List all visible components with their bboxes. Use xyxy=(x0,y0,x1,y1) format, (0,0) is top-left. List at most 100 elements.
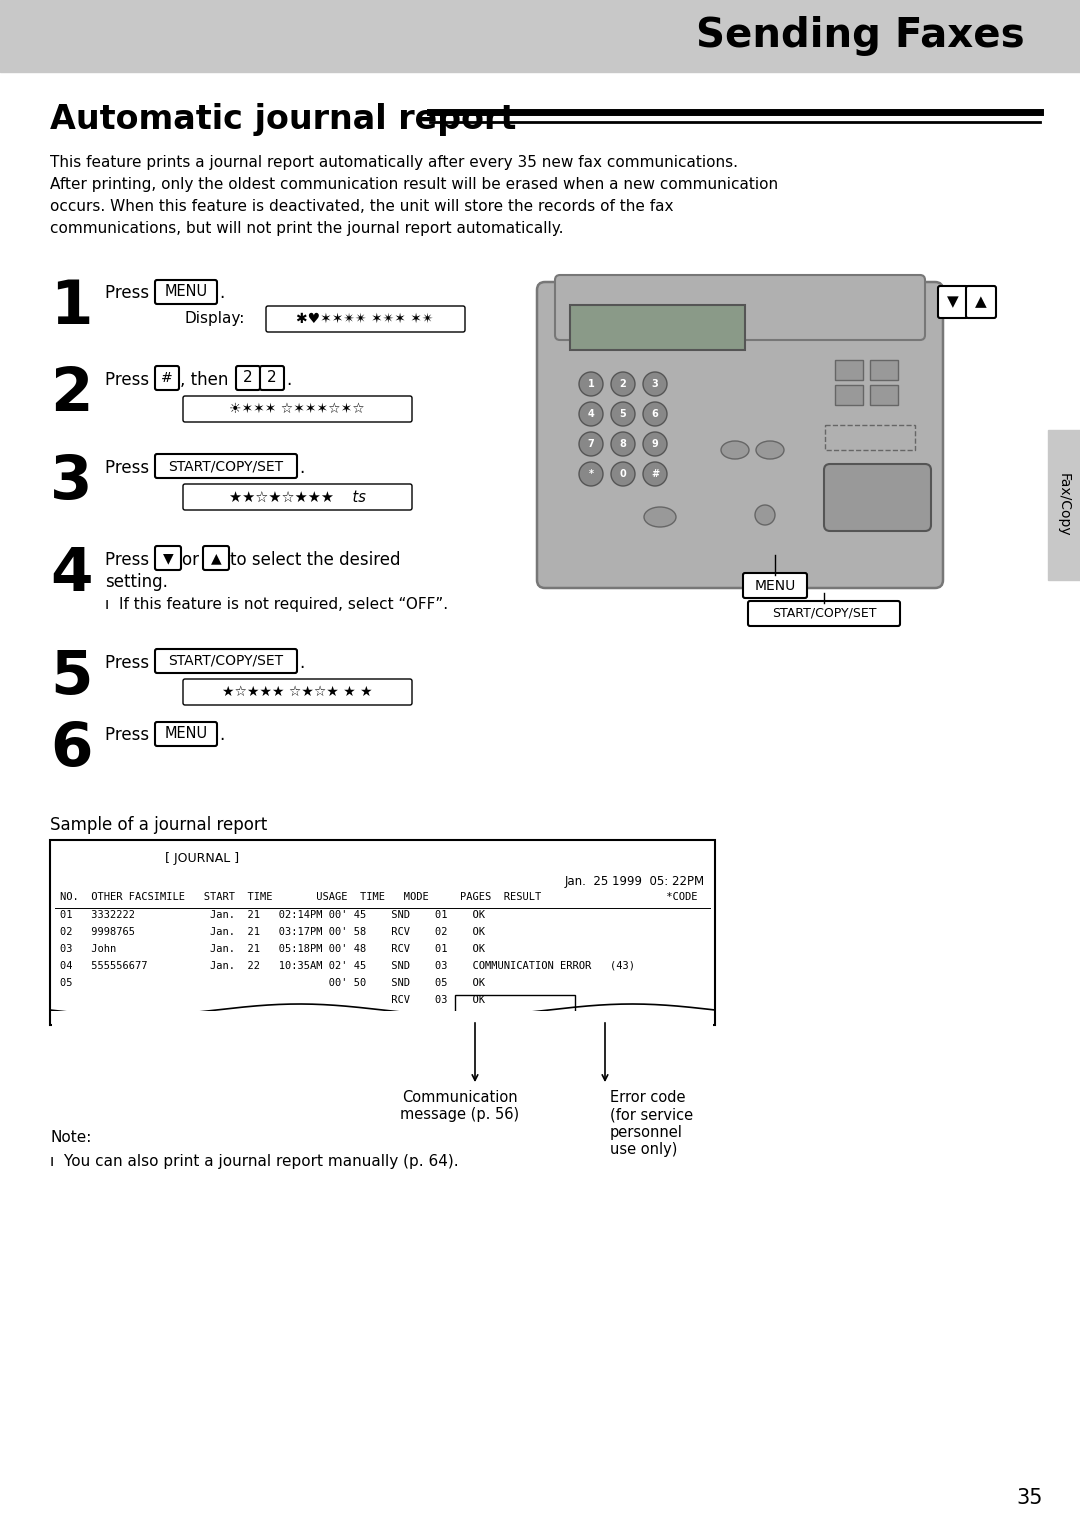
Circle shape xyxy=(643,401,667,426)
Circle shape xyxy=(643,432,667,456)
Circle shape xyxy=(579,432,603,456)
Text: This feature prints a journal report automatically after every 35 new fax commun: This feature prints a journal report aut… xyxy=(50,156,738,169)
Text: .: . xyxy=(219,284,225,302)
Text: 2: 2 xyxy=(50,365,93,424)
Bar xyxy=(1048,430,1080,580)
Circle shape xyxy=(611,432,635,456)
Text: to select the desired: to select the desired xyxy=(230,551,401,569)
FancyBboxPatch shape xyxy=(156,366,179,391)
Text: Communication
message (p. 56): Communication message (p. 56) xyxy=(401,1090,519,1123)
Text: 2: 2 xyxy=(620,378,626,389)
Text: ☀✶✶✶ ☆✶✶✶☆✶☆: ☀✶✶✶ ☆✶✶✶☆✶☆ xyxy=(229,401,365,417)
Text: 9: 9 xyxy=(651,439,659,449)
Text: .: . xyxy=(286,371,292,389)
Text: 6: 6 xyxy=(651,409,659,420)
Text: 01   3332222            Jan.  21   02:14PM 00' 45    SND    01    OK: 01 3332222 Jan. 21 02:14PM 00' 45 SND 01… xyxy=(60,909,485,920)
Text: START/COPY/SET: START/COPY/SET xyxy=(168,655,284,668)
Text: 04   555556677          Jan.  22   10:35AM 02' 45    SND    03    COMMUNICATION : 04 555556677 Jan. 22 10:35AM 02' 45 SND … xyxy=(60,961,635,971)
Text: Display:: Display: xyxy=(185,311,245,327)
FancyBboxPatch shape xyxy=(743,572,807,598)
FancyBboxPatch shape xyxy=(537,282,943,588)
Text: 3: 3 xyxy=(651,378,659,389)
FancyBboxPatch shape xyxy=(555,275,924,340)
Text: ▼: ▼ xyxy=(947,295,959,310)
Text: Press: Press xyxy=(105,726,154,745)
Text: 35: 35 xyxy=(1016,1488,1043,1508)
FancyBboxPatch shape xyxy=(183,484,411,510)
Text: 2: 2 xyxy=(243,371,253,386)
FancyBboxPatch shape xyxy=(824,464,931,531)
Text: Note:: Note: xyxy=(50,1129,92,1144)
Bar xyxy=(870,385,897,404)
Bar xyxy=(870,360,897,380)
FancyBboxPatch shape xyxy=(203,546,229,571)
Circle shape xyxy=(611,401,635,426)
Text: ✱♥✶✶✴✴ ✶✴✶ ✶✴: ✱♥✶✶✴✴ ✶✴✶ ✶✴ xyxy=(296,311,434,327)
Circle shape xyxy=(755,505,775,525)
Bar xyxy=(0,0,1080,72)
Text: Press: Press xyxy=(105,284,154,302)
Text: 02   9998765            Jan.  21   03:17PM 00' 58    RCV    02    OK: 02 9998765 Jan. 21 03:17PM 00' 58 RCV 02… xyxy=(60,926,485,937)
Text: Press: Press xyxy=(105,551,154,569)
Text: Sending Faxes: Sending Faxes xyxy=(696,15,1024,56)
Text: ı  If this feature is not required, select “OFF”.: ı If this feature is not required, selec… xyxy=(105,597,448,612)
FancyBboxPatch shape xyxy=(156,649,297,673)
Text: START/COPY/SET: START/COPY/SET xyxy=(772,607,876,620)
Text: 0: 0 xyxy=(620,468,626,479)
FancyBboxPatch shape xyxy=(266,307,465,333)
Circle shape xyxy=(579,462,603,485)
Text: 5: 5 xyxy=(620,409,626,420)
Text: ★★☆★☆★★★    ts: ★★☆★☆★★★ ts xyxy=(229,490,365,505)
Bar xyxy=(50,839,715,1025)
Text: MENU: MENU xyxy=(164,284,207,299)
Circle shape xyxy=(643,462,667,485)
Circle shape xyxy=(579,401,603,426)
Text: setting.: setting. xyxy=(105,572,167,591)
Text: ı  You can also print a journal report manually (p. 64).: ı You can also print a journal report ma… xyxy=(50,1154,459,1169)
Text: [ JOURNAL ]: [ JOURNAL ] xyxy=(165,852,239,865)
Text: Press: Press xyxy=(105,371,154,389)
FancyBboxPatch shape xyxy=(156,279,217,304)
FancyBboxPatch shape xyxy=(939,285,968,317)
Text: 4: 4 xyxy=(588,409,594,420)
Text: 7: 7 xyxy=(588,439,594,449)
Text: occurs. When this feature is deactivated, the unit will store the records of the: occurs. When this feature is deactivated… xyxy=(50,198,674,214)
Text: .: . xyxy=(299,459,305,478)
FancyBboxPatch shape xyxy=(156,455,297,478)
Text: 1: 1 xyxy=(50,278,93,337)
Text: #: # xyxy=(651,468,659,479)
Text: Error code
(for service
personnel
use only): Error code (for service personnel use on… xyxy=(610,1090,693,1157)
Text: Press: Press xyxy=(105,459,154,478)
Text: Press: Press xyxy=(105,655,154,671)
Text: *: * xyxy=(589,468,594,479)
Text: MENU: MENU xyxy=(754,578,796,592)
Ellipse shape xyxy=(721,441,750,459)
Text: ▲: ▲ xyxy=(211,551,221,565)
Bar xyxy=(835,360,863,380)
Text: 1: 1 xyxy=(588,378,594,389)
Text: , then: , then xyxy=(180,371,233,389)
Bar xyxy=(835,385,863,404)
FancyBboxPatch shape xyxy=(748,601,900,626)
Text: 3: 3 xyxy=(50,453,93,513)
FancyBboxPatch shape xyxy=(237,366,260,391)
Text: 6: 6 xyxy=(50,720,93,778)
Text: 4: 4 xyxy=(50,545,93,604)
Text: MENU: MENU xyxy=(164,726,207,742)
Circle shape xyxy=(579,372,603,397)
Text: Fax/Copy: Fax/Copy xyxy=(1057,473,1071,537)
Text: Sample of a journal report: Sample of a journal report xyxy=(50,816,267,835)
Text: 5: 5 xyxy=(50,649,93,707)
Text: Jan.  25 1999  05: 22PM: Jan. 25 1999 05: 22PM xyxy=(565,874,705,888)
Text: .: . xyxy=(299,655,305,671)
FancyBboxPatch shape xyxy=(156,722,217,746)
Text: 03   John               Jan.  21   05:18PM 00' 48    RCV    01    OK: 03 John Jan. 21 05:18PM 00' 48 RCV 01 OK xyxy=(60,945,485,954)
Text: RCV    03    OK: RCV 03 OK xyxy=(60,995,485,1006)
Text: NO.  OTHER FACSIMILE   START  TIME       USAGE  TIME   MODE     PAGES  RESULT   : NO. OTHER FACSIMILE START TIME USAGE TIM… xyxy=(60,893,698,902)
Bar xyxy=(825,426,915,450)
Text: ▼: ▼ xyxy=(163,551,173,565)
FancyBboxPatch shape xyxy=(183,679,411,705)
Text: START/COPY/SET: START/COPY/SET xyxy=(168,459,284,473)
Text: Automatic journal report: Automatic journal report xyxy=(50,102,516,136)
Text: .: . xyxy=(219,726,225,745)
